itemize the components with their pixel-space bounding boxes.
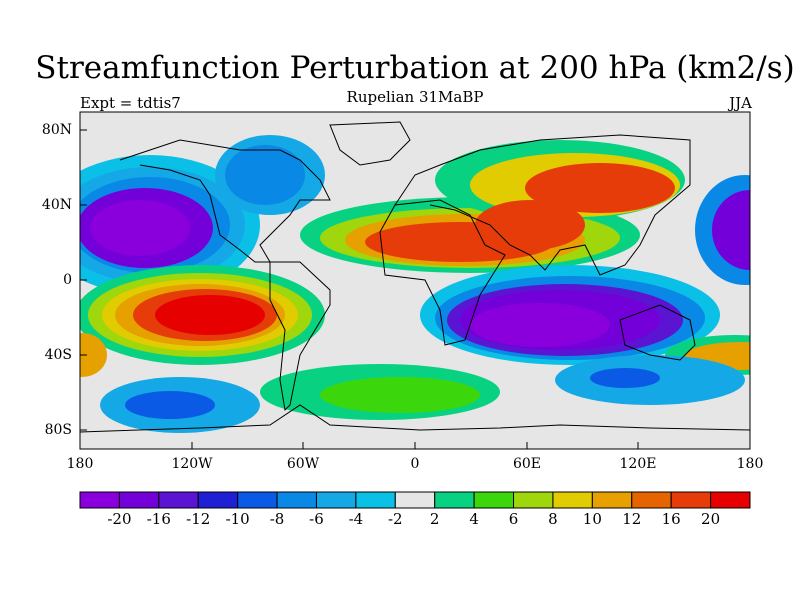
contour-region xyxy=(320,377,480,413)
colorbar-label: -10 xyxy=(225,510,250,528)
colorbar-label: 4 xyxy=(469,510,479,528)
colorbar-label: -8 xyxy=(269,510,285,528)
y-tick-marks xyxy=(80,129,87,431)
colorbar xyxy=(79,491,751,509)
colorbar-box xyxy=(631,491,672,509)
y-tick-label: 0 xyxy=(63,272,72,288)
colorbar-label: 8 xyxy=(548,510,558,528)
contour-region xyxy=(475,200,585,250)
south-america-coast xyxy=(269,261,331,412)
colorbar-box xyxy=(315,491,357,509)
colorbar-box xyxy=(710,491,751,509)
north-america-coast xyxy=(119,139,331,263)
y-tick-label: 80N xyxy=(41,122,72,138)
x-tick-label: 0 xyxy=(410,456,420,472)
contour-region xyxy=(80,333,107,377)
plot-subtitle: Rupelian 31MaBP xyxy=(346,88,484,106)
colorbar-box xyxy=(79,491,120,509)
experiment-label: Expt = tdtis7 xyxy=(80,94,181,112)
colorbar-box xyxy=(276,491,317,509)
colorbar-label: 20 xyxy=(701,510,721,528)
contour-fields xyxy=(80,135,750,433)
x-tick-label: 60W xyxy=(286,456,320,472)
colorbar-box xyxy=(197,491,239,509)
colorbar-box xyxy=(591,491,633,509)
colorbar-box xyxy=(237,491,278,509)
x-tick-marks xyxy=(79,442,751,449)
contour-region xyxy=(470,303,610,347)
contour-region xyxy=(225,145,305,205)
colorbar-box xyxy=(158,491,199,509)
colorbar-label: 12 xyxy=(622,510,642,528)
colorbar-box xyxy=(513,491,554,509)
contour-region xyxy=(590,368,660,388)
colorbar-label: 16 xyxy=(661,510,681,528)
colorbar-box xyxy=(118,491,160,509)
colorbar-box xyxy=(473,491,515,509)
x-tick-label: 180 xyxy=(66,456,94,472)
colorbar-box xyxy=(552,491,593,509)
antarctica-coast xyxy=(80,404,750,433)
colorbar-label: -20 xyxy=(107,510,132,528)
colorbar-label: 6 xyxy=(508,510,519,528)
y-tick-label: 40S xyxy=(44,347,72,363)
colorbar-box xyxy=(434,491,475,509)
x-tick-label: 60E xyxy=(512,456,542,472)
colorbar-box xyxy=(355,491,396,509)
colorbar-box xyxy=(670,491,712,509)
contour-region xyxy=(125,391,215,419)
season-label: JJA xyxy=(729,94,752,112)
contour-region xyxy=(712,190,750,270)
x-tick-label: 180 xyxy=(736,456,764,472)
colorbar-box xyxy=(394,491,436,509)
x-tick-label: 120E xyxy=(619,456,657,472)
africa-coast xyxy=(379,199,506,346)
colorbar-label: -16 xyxy=(146,510,171,528)
contour-region xyxy=(90,200,190,256)
colorbar-label: -12 xyxy=(186,510,211,528)
colorbar-label: -2 xyxy=(387,510,403,528)
coastlines xyxy=(80,121,750,433)
greenland-coast xyxy=(329,121,411,166)
x-tick-label: 120W xyxy=(171,456,213,472)
colorbar-label: -4 xyxy=(348,510,364,528)
contour-region xyxy=(155,295,265,335)
eurasia-coast xyxy=(394,134,691,276)
contour-region xyxy=(525,163,675,213)
y-tick-label: 80S xyxy=(44,422,72,438)
australia-coast xyxy=(619,304,696,361)
colorbar-label: 10 xyxy=(582,510,602,528)
y-tick-label: 40N xyxy=(41,197,72,213)
plot-title: Streamfunction Perturbation at 200 hPa (… xyxy=(35,50,795,86)
colorbar-label: -6 xyxy=(309,510,324,528)
colorbar-label: 2 xyxy=(429,510,440,528)
